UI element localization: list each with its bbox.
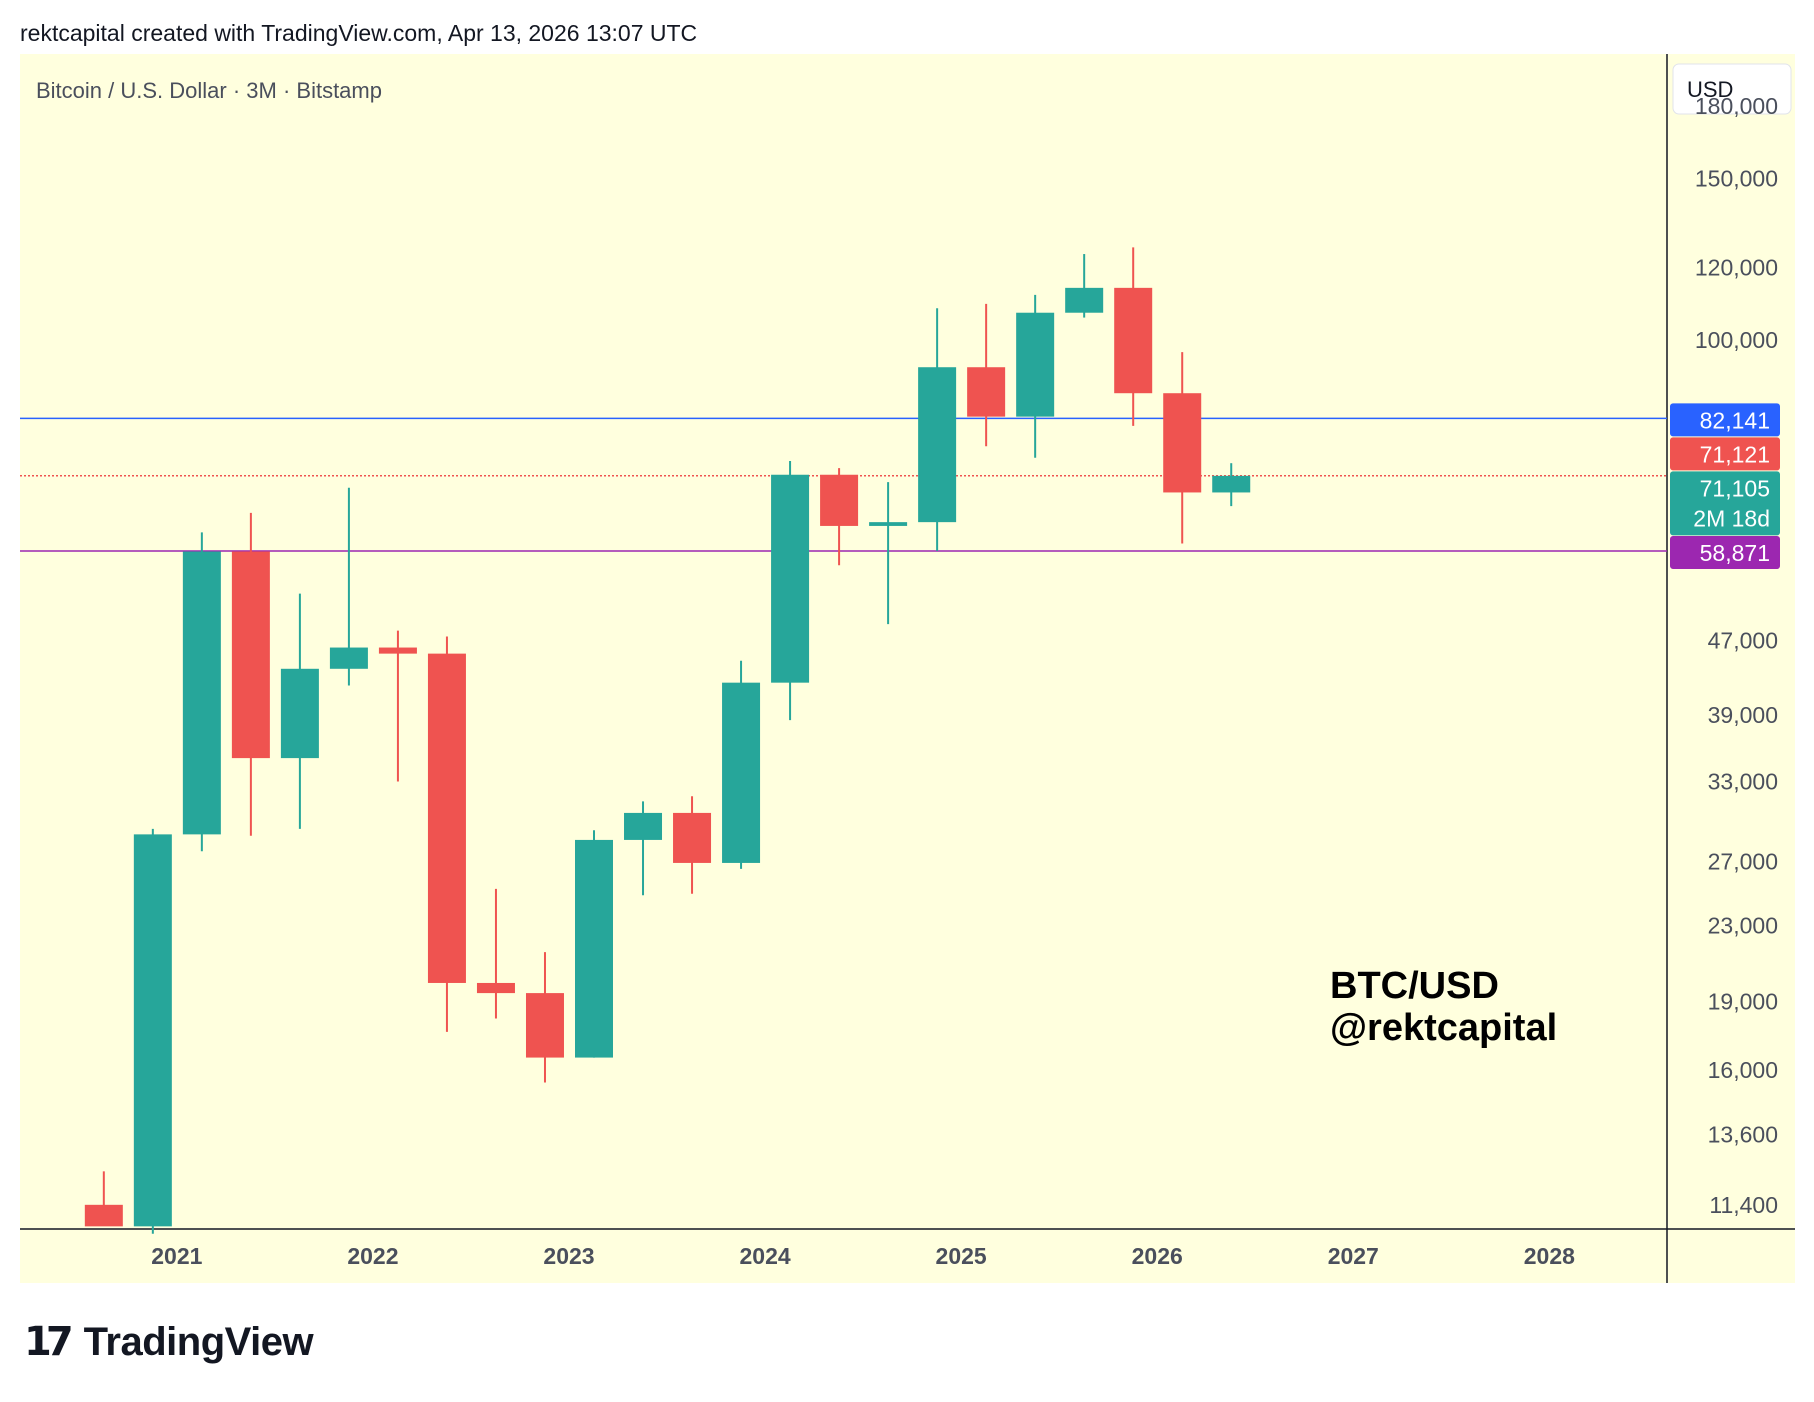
candle-body [918,367,957,523]
candle-body [1163,393,1202,493]
y-tick-label: 27,000 [1708,848,1778,874]
candle-body [869,522,908,526]
price-tag-support [1670,536,1780,570]
x-tick-label: 2027 [1328,1243,1379,1269]
price-tag-current [1670,471,1780,536]
x-tick-label: 2022 [347,1243,398,1269]
chart-background [20,54,1795,1283]
candle-body [231,551,270,759]
candle-body [1114,287,1153,394]
chart-area[interactable]: Bitcoin / U.S. Dollar · 3M · Bitstamp USD… [20,54,1795,1283]
price-tag-label-resistance: 82,141 [1700,407,1770,433]
currency-box [1672,63,1792,115]
candle-body [722,682,761,863]
y-tick-label: 150,000 [1695,166,1778,192]
tradingview-logo: 17 TradingView [24,1319,314,1365]
annotation-line2: @rektcapital [1330,1007,1557,1049]
tradingview-logo-mark: 17 [24,1319,74,1365]
currency-label: USD [1687,77,1733,102]
x-tick-label: 2026 [1132,1243,1183,1269]
y-tick-label: 100,000 [1695,327,1778,353]
candle-body [182,551,221,835]
y-tick-label: 120,000 [1695,254,1778,280]
x-tick-label: 2023 [543,1243,594,1269]
chart-title: Bitcoin / U.S. Dollar · 3M · Bitstamp [36,78,382,103]
candle-body [1016,312,1055,417]
candle-body [525,993,564,1058]
candle-body [624,812,663,840]
candle-body [1065,287,1104,313]
candle-body [771,474,810,683]
x-tick-label: 2021 [151,1243,202,1269]
candle-body [133,834,172,1227]
y-tick-label: 13,600 [1708,1122,1778,1148]
price-tag-last-price [1670,437,1780,471]
y-tick-label: 16,000 [1708,1057,1778,1083]
candle-body [378,647,417,654]
price-tag-label-support: 58,871 [1700,540,1770,566]
chart-header-attribution: rektcapital created with TradingView.com… [20,20,698,46]
candle-body [84,1204,123,1227]
candle-body [1212,475,1251,493]
candle-body [280,668,319,759]
candlestick-chart[interactable]: Bitcoin / U.S. Dollar · 3M · Bitstamp USD… [20,54,1795,1283]
candle-body [427,653,466,983]
x-tick-label: 2028 [1524,1243,1575,1269]
candle-body [820,474,859,526]
y-tick-label: 180,000 [1695,93,1778,119]
candle-body [476,982,515,994]
y-tick-label: 47,000 [1708,628,1778,654]
y-tick-label: 23,000 [1708,912,1778,938]
price-tag-countdown: 2M 18d [1693,505,1770,531]
y-tick-label: 19,000 [1708,988,1778,1014]
candle-body [575,839,613,1058]
candle-body [673,812,712,863]
price-tag-label-last-price: 71,121 [1700,441,1770,467]
candle-body [967,367,1006,417]
price-tag-current-label: 71,105 [1700,475,1770,501]
y-tick-label: 39,000 [1708,702,1778,728]
y-tick-label: 11,400 [1709,1192,1778,1218]
price-tag-resistance [1670,403,1780,437]
y-tick-label: 33,000 [1708,769,1778,795]
candle-body [329,647,368,669]
x-tick-label: 2024 [739,1243,790,1269]
tradingview-logo-text: TradingView [83,1319,314,1364]
annotation-line1: BTC/USD [1330,965,1499,1007]
x-tick-label: 2025 [936,1243,987,1269]
